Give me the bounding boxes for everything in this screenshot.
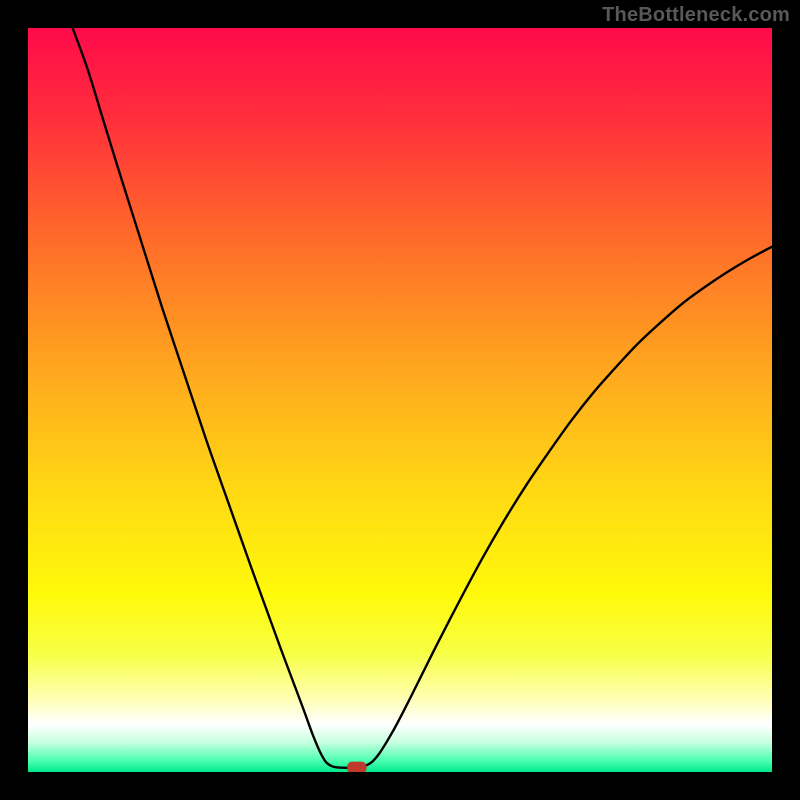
chart-frame: TheBottleneck.com — [0, 0, 800, 800]
plot-svg — [28, 28, 772, 772]
watermark-text: TheBottleneck.com — [602, 4, 790, 27]
plot-area — [28, 28, 772, 772]
gradient-background — [28, 28, 772, 772]
optimal-point-marker — [347, 762, 366, 772]
